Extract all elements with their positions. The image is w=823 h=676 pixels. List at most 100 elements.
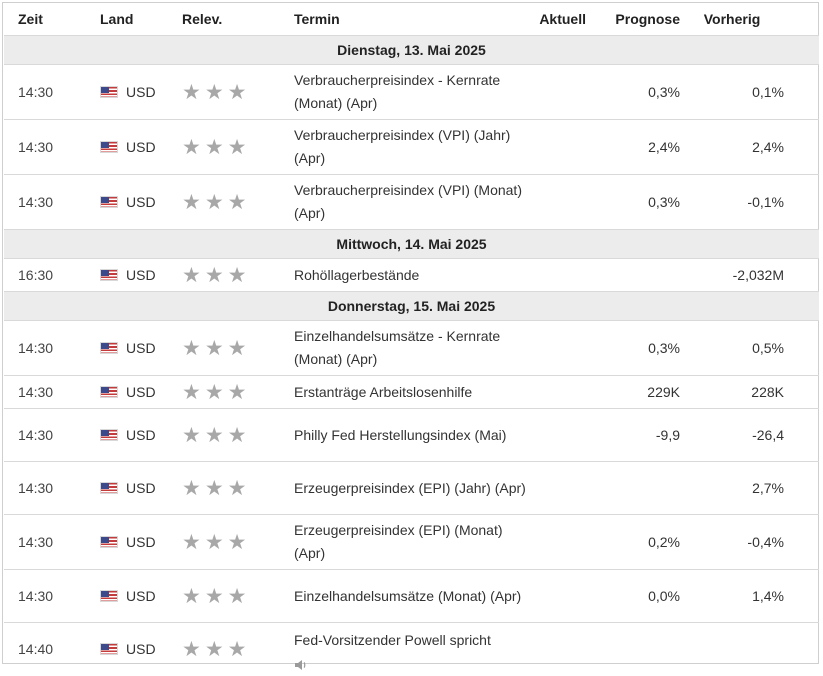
us-flag-icon — [100, 268, 118, 281]
us-flag-icon — [100, 428, 118, 441]
event-forecast: 2,4% — [586, 119, 680, 175]
event-row[interactable]: 14:30 USD ★ ★ ★ Verbraucherpreisindex - — [4, 64, 819, 120]
country-code: USD — [126, 138, 156, 155]
event-row[interactable]: 14:40 USD ★ ★ ★ Fed-Vorsitzender Powell — [4, 622, 819, 676]
event-previous: -0,1% — [680, 174, 784, 230]
event-row[interactable]: 14:30 USD ★ ★ ★ Einzelhandelsumsätze - K — [4, 320, 819, 376]
event-name[interactable]: Einzelhandelsumsätze - Kernrate (Monat) … — [294, 328, 501, 367]
us-flag-icon — [100, 385, 118, 398]
event-row[interactable]: 14:30 USD ★ ★ ★ Erstanträge Arbeitslosen — [4, 375, 819, 409]
event-name[interactable]: Fed-Vorsitzender Powell spricht — [294, 631, 491, 648]
row-spacer — [784, 258, 819, 292]
row-spacer — [784, 622, 819, 676]
event-name-cell[interactable]: Erzeugerpreisindex (EPI) (Monat) (Apr) — [294, 514, 530, 570]
event-name[interactable]: Erzeugerpreisindex (EPI) (Jahr) (Apr) — [294, 479, 526, 496]
calendar-table: Zeit Land Relev. Termin Aktuell Prognose… — [4, 3, 819, 676]
star-icon: ★ — [182, 80, 201, 104]
relevance-stars: ★ ★ ★ — [182, 408, 294, 462]
star-icon: ★ — [227, 530, 247, 554]
header-forecast[interactable]: Prognose — [615, 11, 680, 27]
event-row[interactable]: 14:30 USD ★ ★ ★ Einzelhandelsumsätze (Mo — [4, 569, 819, 623]
us-flag-icon — [100, 85, 118, 98]
header-event[interactable]: Termin — [294, 11, 340, 27]
event-time: 14:30 — [4, 119, 100, 175]
event-name-cell[interactable]: Erzeugerpreisindex (EPI) (Jahr) (Apr) — [294, 461, 530, 515]
event-name[interactable]: Verbraucherpreisindex - Kernrate (Monat)… — [294, 72, 501, 111]
event-row[interactable]: 14:30 USD ★ ★ ★ Philly Fed Herstellungsi — [4, 408, 819, 462]
relevance-stars: ★ ★ ★ — [182, 569, 294, 623]
star-icon: ★ — [204, 190, 224, 214]
star-icon: ★ — [204, 80, 224, 104]
star-icon: ★ — [204, 584, 224, 608]
star-icon: ★ — [182, 423, 201, 447]
event-name[interactable]: Verbraucherpreisindex (VPI) (Jahr) (Apr) — [294, 127, 511, 166]
relevance-stars: ★ ★ ★ — [182, 461, 294, 515]
event-previous: 2,4% — [680, 119, 784, 175]
event-name-cell[interactable]: Verbraucherpreisindex (VPI) (Monat) (Apr… — [294, 174, 530, 230]
event-row[interactable]: 16:30 USD ★ ★ ★ Rohöllagerbestände — [4, 258, 819, 292]
event-name-cell[interactable]: Einzelhandelsumsätze (Monat) (Apr) — [294, 569, 530, 623]
us-flag-icon — [100, 642, 118, 655]
us-flag-icon — [100, 589, 118, 602]
event-country: USD — [100, 408, 182, 462]
event-name-cell[interactable]: Verbraucherpreisindex - Kernrate (Monat)… — [294, 64, 530, 120]
header-relevance[interactable]: Relev. — [182, 11, 223, 27]
event-actual — [530, 569, 586, 623]
country-code: USD — [126, 339, 156, 356]
star-icon: ★ — [227, 190, 247, 214]
event-time: 14:30 — [4, 461, 100, 515]
event-actual — [530, 408, 586, 462]
event-name-cell[interactable]: Fed-Vorsitzender Powell spricht — [294, 622, 530, 676]
event-forecast — [586, 622, 680, 676]
event-previous: -0,4% — [680, 514, 784, 570]
event-name[interactable]: Verbraucherpreisindex (VPI) (Monat) (Apr… — [294, 182, 522, 221]
event-name[interactable]: Erzeugerpreisindex (EPI) (Monat) (Apr) — [294, 522, 503, 561]
country-code: USD — [126, 266, 156, 283]
event-name[interactable]: Philly Fed Herstellungsindex (Mai) — [294, 426, 507, 443]
star-icon: ★ — [204, 476, 224, 500]
event-country: USD — [100, 119, 182, 175]
event-forecast — [586, 258, 680, 292]
star-icon: ★ — [182, 263, 201, 287]
event-row[interactable]: 14:30 USD ★ ★ ★ Verbraucherpreisindex (V — [4, 119, 819, 175]
event-previous: 228K — [680, 375, 784, 409]
event-name[interactable]: Rohöllagerbestände — [294, 266, 420, 283]
event-name[interactable]: Erstanträge Arbeitslosenhilfe — [294, 383, 473, 400]
country-code: USD — [126, 193, 156, 210]
header-previous[interactable]: Vorherig — [703, 11, 761, 27]
star-icon: ★ — [182, 530, 201, 554]
star-icon: ★ — [204, 263, 224, 287]
event-name[interactable]: Einzelhandelsumsätze (Monat) (Apr) — [294, 587, 522, 604]
header-country[interactable]: Land — [100, 11, 134, 27]
event-name-cell[interactable]: Philly Fed Herstellungsindex (Mai) — [294, 408, 530, 462]
speaker-icon[interactable] — [294, 658, 308, 674]
us-flag-icon — [100, 341, 118, 354]
header-time[interactable]: Zeit — [18, 11, 43, 27]
event-name-cell[interactable]: Verbraucherpreisindex (VPI) (Jahr) (Apr) — [294, 119, 530, 175]
event-actual — [530, 514, 586, 570]
row-spacer — [784, 514, 819, 570]
event-name-cell[interactable]: Rohöllagerbestände — [294, 258, 530, 292]
event-actual — [530, 119, 586, 175]
event-actual — [530, 461, 586, 515]
header-actual[interactable]: Aktuell — [539, 11, 586, 27]
event-row[interactable]: 14:30 USD ★ ★ ★ Erzeugerpreisindex (EPI) — [4, 514, 819, 570]
event-row[interactable]: 14:30 USD ★ ★ ★ Verbraucherpreisindex (V — [4, 174, 819, 230]
row-spacer — [784, 64, 819, 120]
star-icon: ★ — [182, 190, 201, 214]
event-forecast: 229K — [586, 375, 680, 409]
event-previous: 2,7% — [680, 461, 784, 515]
event-country: USD — [100, 514, 182, 570]
event-name-cell[interactable]: Einzelhandelsumsätze - Kernrate (Monat) … — [294, 320, 530, 376]
event-actual — [530, 375, 586, 409]
star-icon: ★ — [182, 584, 201, 608]
event-time: 14:30 — [4, 174, 100, 230]
event-country: USD — [100, 569, 182, 623]
event-row[interactable]: 14:30 USD ★ ★ ★ Erzeugerpreisindex (EPI) — [4, 461, 819, 515]
country-code: USD — [126, 426, 156, 443]
event-actual — [530, 258, 586, 292]
event-time: 14:30 — [4, 375, 100, 409]
event-name-cell[interactable]: Erstanträge Arbeitslosenhilfe — [294, 375, 530, 409]
star-icon: ★ — [227, 584, 247, 608]
